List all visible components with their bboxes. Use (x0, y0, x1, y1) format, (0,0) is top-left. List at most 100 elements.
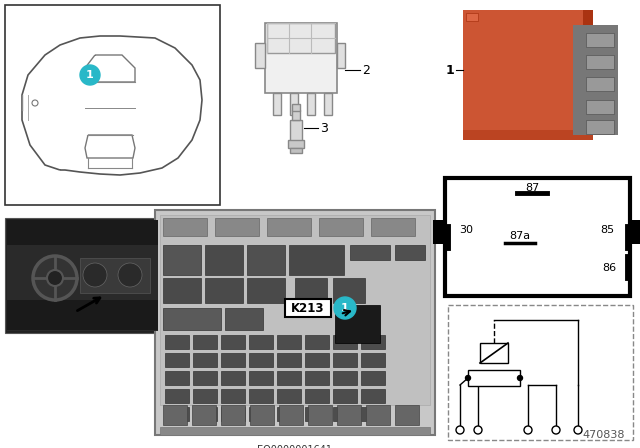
Bar (155, 210, 435, 435)
Bar (586, 120, 614, 134)
Bar (250, 405, 274, 425)
Bar (583, 10, 593, 140)
Bar (337, 405, 361, 425)
Bar (285, 299, 331, 317)
Text: 87a: 87a (509, 231, 531, 241)
Bar (273, 93, 281, 115)
Circle shape (83, 263, 107, 287)
Bar (305, 353, 329, 367)
Bar (160, 215, 430, 405)
Circle shape (518, 375, 522, 380)
Circle shape (33, 256, 77, 300)
Circle shape (32, 100, 38, 106)
Circle shape (118, 263, 142, 287)
Bar (573, 25, 618, 135)
Bar (277, 371, 301, 385)
Bar (5, 218, 160, 333)
Bar (7, 220, 158, 331)
Bar (305, 407, 329, 421)
Bar (277, 335, 301, 349)
Bar (249, 407, 273, 421)
Bar (305, 335, 329, 349)
Bar (215, 218, 259, 236)
Bar (366, 405, 390, 425)
Bar (319, 218, 363, 236)
Circle shape (574, 426, 582, 434)
Bar (193, 335, 217, 349)
Bar (221, 405, 245, 425)
Bar (289, 245, 344, 275)
Bar (80, 258, 150, 293)
Bar (586, 33, 614, 47)
Bar (445, 178, 630, 296)
Bar (193, 407, 217, 421)
Bar (288, 140, 304, 148)
Bar (255, 43, 265, 68)
Bar (163, 308, 221, 330)
Text: 86: 86 (602, 263, 616, 273)
Bar (160, 427, 430, 435)
Bar (333, 353, 357, 367)
Circle shape (47, 270, 63, 286)
Bar (292, 110, 300, 120)
Bar (249, 335, 273, 349)
Text: 470838: 470838 (582, 430, 625, 440)
Bar (165, 407, 189, 421)
Bar (221, 371, 245, 385)
Bar (335, 305, 380, 343)
Bar (361, 353, 385, 367)
Bar (163, 218, 207, 236)
Circle shape (465, 375, 470, 380)
Bar (221, 389, 245, 403)
Bar (463, 10, 593, 140)
Bar (333, 335, 357, 349)
Bar (333, 389, 357, 403)
Bar (333, 407, 357, 421)
Bar (361, 371, 385, 385)
PathPatch shape (85, 55, 135, 82)
Bar (290, 148, 302, 153)
Bar (295, 278, 327, 303)
Bar (247, 245, 285, 275)
Bar (307, 93, 315, 115)
Bar (586, 77, 614, 91)
Bar (249, 371, 273, 385)
Text: 2: 2 (362, 64, 370, 77)
Bar (249, 389, 273, 403)
Bar (5, 5, 220, 205)
Bar (192, 405, 216, 425)
Bar (463, 130, 593, 140)
Bar (333, 371, 357, 385)
Bar (165, 335, 189, 349)
Bar (305, 371, 329, 385)
Bar (163, 405, 187, 425)
Bar (163, 245, 201, 275)
Bar (165, 389, 189, 403)
Bar (277, 407, 301, 421)
Bar (221, 335, 245, 349)
Bar (193, 389, 217, 403)
Bar (267, 23, 335, 53)
Circle shape (456, 426, 464, 434)
Bar (586, 100, 614, 114)
Bar (163, 278, 201, 303)
Circle shape (80, 65, 100, 85)
Bar (221, 353, 245, 367)
Bar (7, 220, 158, 245)
Bar (395, 245, 425, 260)
Circle shape (524, 426, 532, 434)
Bar (361, 407, 385, 421)
Bar (480, 343, 508, 363)
Bar (267, 218, 311, 236)
Bar (337, 43, 345, 68)
Bar (324, 93, 332, 115)
Bar (7, 300, 158, 330)
Bar (630, 220, 640, 244)
Bar (193, 371, 217, 385)
Bar (466, 13, 478, 21)
Bar (308, 405, 332, 425)
Bar (205, 245, 243, 275)
Bar (333, 278, 365, 303)
Text: EO0000001641: EO0000001641 (257, 445, 333, 448)
Circle shape (334, 297, 356, 319)
